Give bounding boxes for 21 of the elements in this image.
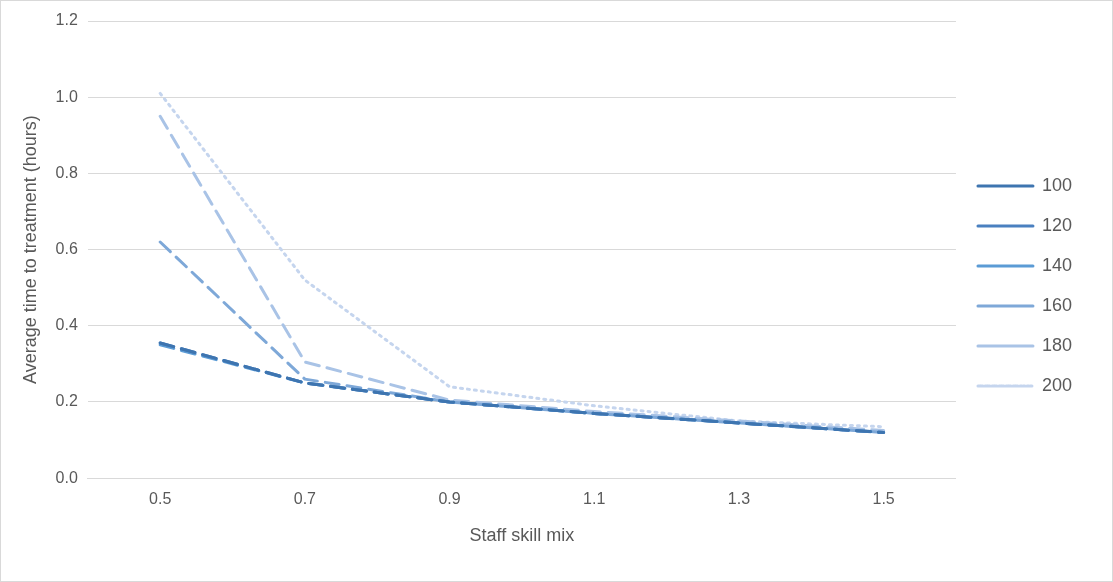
- y-tick-label: 0.0: [55, 468, 78, 486]
- x-tick-label: 1.3: [727, 490, 751, 508]
- y-tick-label: 1.0: [55, 87, 78, 105]
- x-tick-label: 0.5: [149, 490, 172, 508]
- legend-label: 120: [1041, 214, 1073, 235]
- y-tick-label: 1.2: [55, 11, 78, 29]
- y-tick-label: 0.2: [55, 392, 78, 410]
- y-axis-title: Average time to treatment (hours): [19, 115, 40, 384]
- x-tick-label: 0.7: [293, 490, 317, 508]
- y-tick-label: 0.4: [55, 316, 78, 334]
- x-tick-label: 1.5: [872, 490, 895, 508]
- y-tick-label: 0.8: [55, 163, 78, 181]
- y-tick-label: 0.6: [55, 240, 78, 258]
- x-tick-label: 0.9: [438, 490, 461, 508]
- legend-label: 140: [1041, 254, 1073, 275]
- x-axis-title: Staff skill mix: [469, 525, 575, 546]
- legend-label: 100: [1041, 174, 1073, 195]
- legend-label: 180: [1041, 334, 1073, 355]
- x-tick-label: 1.1: [583, 490, 606, 508]
- legend-label: 160: [1041, 294, 1073, 315]
- legend-label: 200: [1041, 374, 1073, 395]
